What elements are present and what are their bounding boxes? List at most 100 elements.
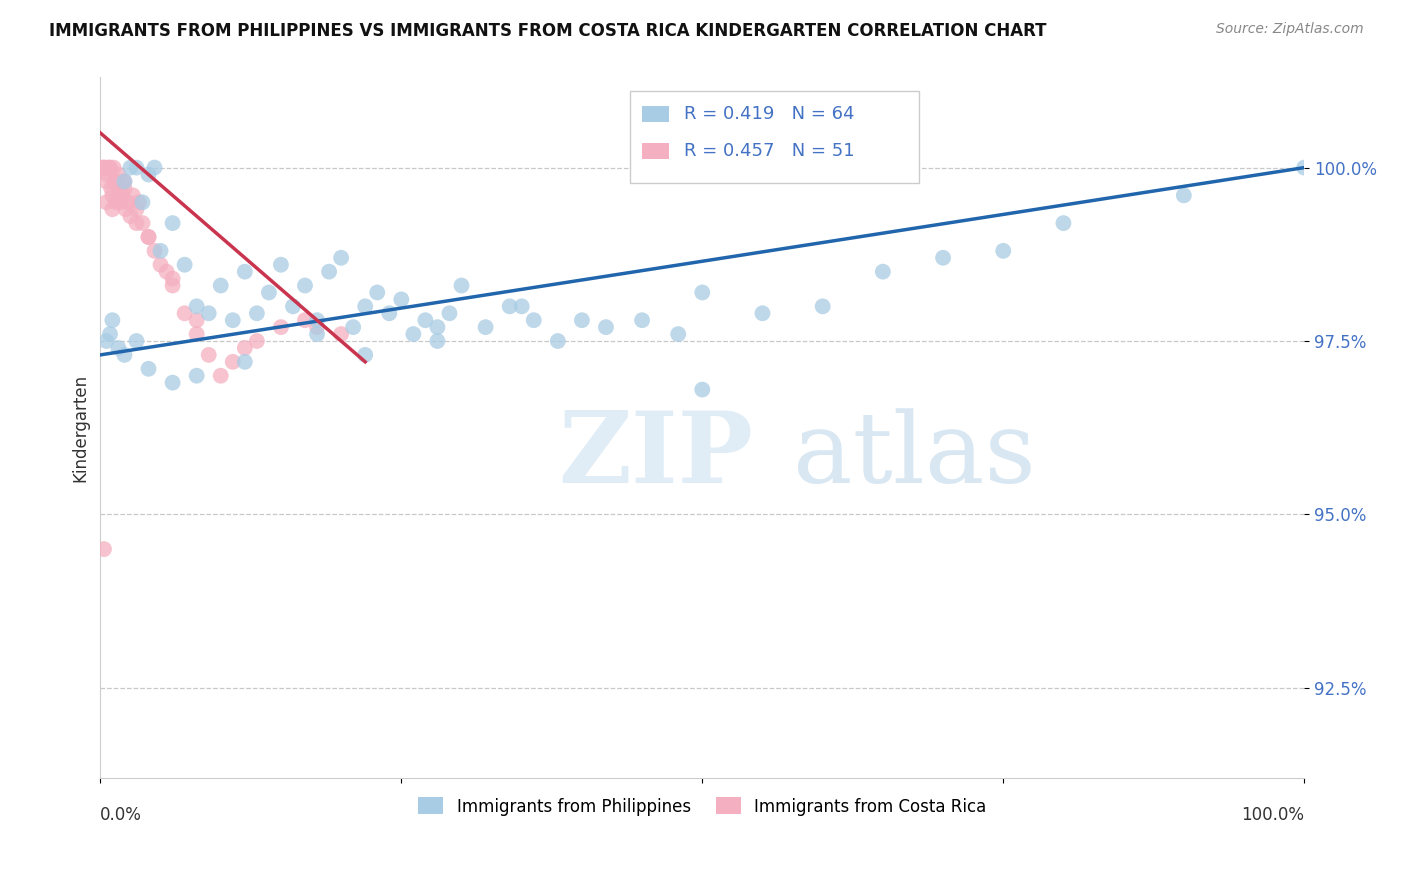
Point	[523, 313, 546, 327]
Point	[246, 306, 269, 320]
Point	[105, 174, 128, 188]
Text: Source: ZipAtlas.com: Source: ZipAtlas.com	[1216, 22, 1364, 37]
Point	[138, 168, 160, 182]
Point	[112, 181, 135, 195]
Point	[233, 265, 256, 279]
Point	[162, 216, 184, 230]
FancyBboxPatch shape	[630, 92, 920, 183]
Point	[105, 195, 128, 210]
Point	[186, 368, 208, 383]
Point	[197, 348, 219, 362]
Point	[1052, 216, 1074, 230]
Point	[162, 376, 184, 390]
Point	[305, 327, 328, 342]
Point	[281, 299, 304, 313]
Point	[415, 313, 437, 327]
Point	[91, 161, 114, 175]
Text: ZIP: ZIP	[558, 408, 752, 504]
Point	[354, 348, 377, 362]
Legend: Immigrants from Philippines, Immigrants from Costa Rica: Immigrants from Philippines, Immigrants …	[412, 790, 993, 822]
Point	[98, 161, 121, 175]
Y-axis label: Kindergarten: Kindergarten	[72, 374, 89, 482]
Point	[389, 293, 412, 307]
Point	[474, 320, 496, 334]
Point	[149, 258, 172, 272]
Point	[143, 161, 166, 175]
Point	[932, 251, 955, 265]
Point	[120, 209, 142, 223]
Point	[354, 299, 377, 313]
Point	[117, 195, 139, 210]
Point	[1173, 188, 1195, 202]
Text: R = 0.457   N = 51: R = 0.457 N = 51	[685, 142, 855, 160]
Point	[112, 174, 135, 188]
Point	[111, 188, 134, 202]
Point	[120, 161, 142, 175]
Point	[751, 306, 773, 320]
Point	[666, 327, 689, 342]
Point	[138, 361, 160, 376]
Point	[305, 320, 328, 334]
Point	[246, 334, 269, 348]
Point	[125, 202, 148, 217]
Point	[439, 306, 461, 320]
Point	[186, 327, 208, 342]
Text: atlas: atlas	[793, 408, 1035, 504]
Point	[209, 278, 232, 293]
Point	[162, 278, 184, 293]
Point	[100, 181, 122, 195]
Point	[138, 230, 160, 244]
Point	[131, 195, 153, 210]
Point	[498, 299, 520, 313]
Point	[97, 161, 120, 175]
Point	[186, 299, 208, 313]
Point	[121, 188, 143, 202]
Point	[233, 341, 256, 355]
Point	[1294, 161, 1316, 175]
Point	[378, 306, 401, 320]
Point	[107, 188, 129, 202]
Point	[342, 320, 364, 334]
Point	[101, 188, 124, 202]
FancyBboxPatch shape	[643, 144, 669, 159]
Point	[366, 285, 388, 300]
Point	[96, 195, 118, 210]
Point	[595, 320, 617, 334]
Point	[114, 202, 136, 217]
Point	[547, 334, 569, 348]
Point	[233, 355, 256, 369]
Point	[138, 230, 160, 244]
Point	[222, 313, 245, 327]
Point	[125, 161, 148, 175]
Point	[690, 383, 713, 397]
Point	[294, 278, 316, 293]
Point	[162, 271, 184, 285]
Point	[112, 174, 135, 188]
Point	[330, 327, 353, 342]
Point	[631, 313, 654, 327]
Point	[107, 168, 129, 182]
Point	[93, 161, 115, 175]
Point	[993, 244, 1015, 258]
Point	[173, 258, 195, 272]
Point	[125, 334, 148, 348]
Point	[112, 348, 135, 362]
Point	[112, 174, 135, 188]
Point	[103, 161, 125, 175]
Point	[450, 278, 472, 293]
Point	[101, 313, 124, 327]
Point	[93, 542, 115, 557]
Point	[257, 285, 280, 300]
Point	[402, 327, 425, 342]
Point	[149, 244, 172, 258]
Point	[97, 168, 120, 182]
Point	[108, 181, 131, 195]
Point	[270, 258, 292, 272]
Point	[173, 306, 195, 320]
Point	[96, 174, 118, 188]
Point	[209, 368, 232, 383]
Point	[96, 334, 118, 348]
Point	[330, 251, 353, 265]
Point	[270, 320, 292, 334]
Point	[125, 216, 148, 230]
